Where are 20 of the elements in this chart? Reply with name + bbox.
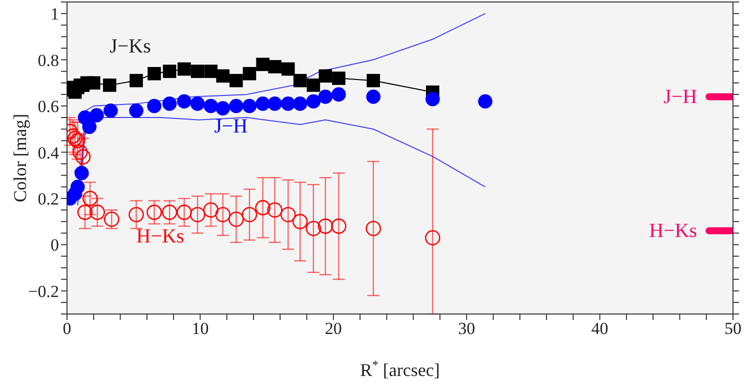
y-tick-label: 0.4 bbox=[38, 143, 60, 162]
series-label: H−Ks bbox=[136, 225, 184, 248]
y-axis-title: Color [mag] bbox=[10, 114, 30, 202]
series-label: H−Ks bbox=[649, 220, 698, 242]
y-tick-label: 0.8 bbox=[38, 50, 59, 70]
x-axis-title: R$^{*}$ [arcsec] bbox=[360, 358, 440, 380]
x-tick-label: 40 bbox=[591, 319, 608, 338]
series-label: J−H bbox=[214, 115, 248, 138]
y-tick-label: 0.6 bbox=[38, 97, 59, 116]
y-tick-label: 1 bbox=[50, 4, 59, 24]
y-tick-label: 0.2 bbox=[38, 189, 59, 208]
series-label: J−Ks bbox=[110, 36, 152, 58]
y-tick-label: −0.2 bbox=[28, 282, 59, 301]
x-tick-label: 20 bbox=[324, 319, 342, 338]
x-tick-label: 0 bbox=[62, 319, 72, 338]
y-tick-label: 0 bbox=[50, 236, 59, 255]
x-tick-label: 30 bbox=[458, 319, 476, 338]
series-label: J−H bbox=[664, 86, 698, 108]
x-tick-label: 10 bbox=[192, 319, 209, 338]
x-tick-label: 50 bbox=[724, 319, 742, 338]
